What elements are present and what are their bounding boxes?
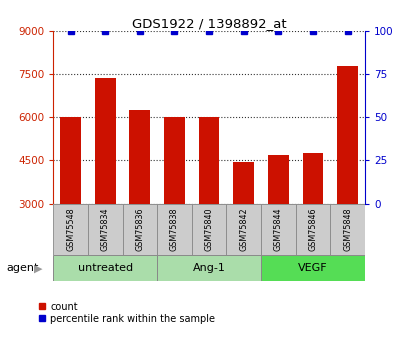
Text: GSM75838: GSM75838 bbox=[170, 208, 179, 251]
Bar bbox=[157, 255, 261, 281]
Bar bbox=[157, 204, 191, 255]
Bar bbox=[233, 162, 254, 204]
Bar bbox=[330, 204, 364, 255]
Text: VEGF: VEGF bbox=[297, 263, 327, 273]
Text: GSM75548: GSM75548 bbox=[66, 208, 75, 251]
Bar bbox=[53, 255, 157, 281]
Legend: count, percentile rank within the sample: count, percentile rank within the sample bbox=[38, 302, 215, 324]
Text: GSM75846: GSM75846 bbox=[308, 208, 317, 251]
Text: GSM75836: GSM75836 bbox=[135, 208, 144, 251]
Bar bbox=[198, 117, 219, 204]
Bar bbox=[261, 255, 364, 281]
Bar bbox=[191, 204, 226, 255]
Bar bbox=[267, 155, 288, 204]
Bar bbox=[129, 110, 150, 204]
Text: agent: agent bbox=[6, 264, 38, 273]
Bar bbox=[60, 117, 81, 204]
Text: GSM75840: GSM75840 bbox=[204, 208, 213, 251]
Bar bbox=[295, 204, 330, 255]
Bar bbox=[261, 204, 295, 255]
Text: GSM75834: GSM75834 bbox=[101, 208, 110, 251]
Text: GSM75842: GSM75842 bbox=[238, 208, 247, 251]
Title: GDS1922 / 1398892_at: GDS1922 / 1398892_at bbox=[131, 17, 286, 30]
Bar bbox=[53, 204, 88, 255]
Text: GSM75848: GSM75848 bbox=[342, 208, 351, 251]
Bar bbox=[226, 204, 261, 255]
Bar bbox=[302, 153, 323, 204]
Text: Ang-1: Ang-1 bbox=[192, 263, 225, 273]
Bar bbox=[164, 117, 184, 204]
Bar bbox=[88, 204, 122, 255]
Bar bbox=[94, 79, 115, 204]
Text: untreated: untreated bbox=[77, 263, 133, 273]
Text: GSM75844: GSM75844 bbox=[273, 208, 282, 251]
Bar bbox=[336, 66, 357, 204]
Bar bbox=[122, 204, 157, 255]
Text: ▶: ▶ bbox=[34, 264, 43, 273]
